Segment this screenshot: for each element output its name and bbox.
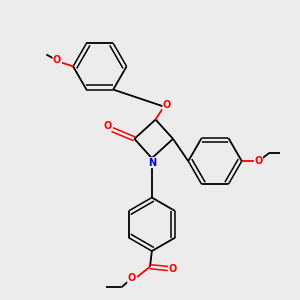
Text: O: O [128, 273, 136, 283]
Text: N: N [148, 158, 156, 168]
Text: O: O [169, 263, 177, 274]
Text: O: O [103, 121, 111, 131]
Text: O: O [53, 56, 61, 65]
Text: O: O [254, 156, 262, 166]
Text: O: O [163, 100, 171, 110]
